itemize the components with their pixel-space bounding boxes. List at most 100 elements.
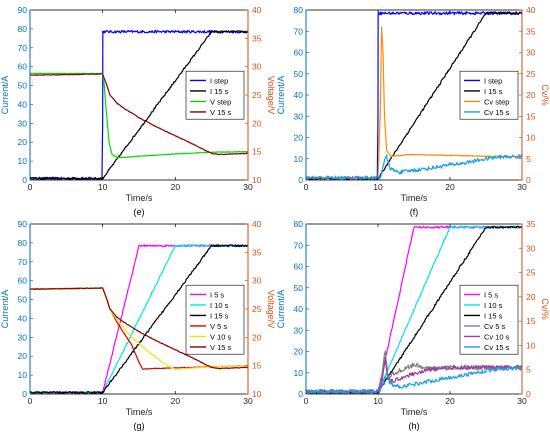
y-left-tick-label: 30 (294, 325, 304, 335)
legend-entry-label: V 5 s (210, 322, 227, 331)
y-right-tick-label: 5 (526, 365, 531, 375)
x-tick-label: 10 (373, 396, 383, 406)
y-left-tick-label: 10 (18, 370, 28, 380)
y-right-axis-title: Voltage/V (266, 76, 276, 115)
y-left-tick-label: 80 (294, 5, 304, 15)
x-axis-title: Time/s (401, 407, 428, 417)
legend-entry-label: I step (484, 76, 502, 85)
y-right-tick-label: 10 (526, 133, 536, 143)
legend-entry-label: I 15 s (484, 311, 503, 320)
y-left-tick-label: 60 (18, 62, 28, 72)
y-right-axis-title: Cv/% (540, 298, 550, 320)
y-left-tick-label: 70 (294, 240, 304, 250)
y-left-tick-label: 40 (294, 90, 304, 100)
y-right-tick-label: 25 (252, 304, 262, 314)
y-left-tick-label: 30 (18, 118, 28, 128)
y-right-tick-label: 15 (526, 316, 536, 326)
y-left-axis-title: Current/A (276, 290, 286, 329)
y-right-tick-label: 25 (526, 268, 536, 278)
y-right-tick-label: 15 (252, 361, 262, 371)
legend-entry-label: I step (210, 76, 228, 85)
y-left-tick-label: 20 (294, 133, 304, 143)
y-right-tick-label: 20 (252, 332, 262, 342)
series-line (306, 365, 522, 394)
x-tick-label: 30 (243, 396, 253, 406)
legend-box (185, 70, 245, 120)
series-line (306, 154, 522, 180)
y-right-tick-label: 30 (526, 48, 536, 58)
x-tick-label: 30 (517, 396, 527, 406)
x-tick-label: 10 (373, 182, 383, 192)
y-left-tick-label: 80 (18, 238, 28, 248)
y-right-tick-label: 5 (526, 154, 531, 164)
y-right-tick-label: 10 (252, 175, 262, 185)
chart-panel-1: 0 10 20 30 Time/s 0 10 20 30 40 50 60 70 80 Current/A 0… (276, 5, 550, 217)
y-right-tick-label: 40 (526, 5, 536, 15)
legend-entry-label: I 5 s (210, 290, 224, 299)
panel-label: (g) (134, 421, 145, 431)
y-left-tick-label: 0 (22, 175, 27, 185)
y-right-tick-label: 35 (526, 219, 536, 229)
y-left-tick-label: 10 (294, 154, 304, 164)
y-left-tick-label: 60 (294, 262, 304, 272)
y-right-tick-label: 40 (252, 219, 262, 229)
legend-entry-label: I 10 s (484, 301, 503, 310)
y-left-axis-title: Current/A (0, 290, 10, 329)
y-left-tick-label: 20 (18, 137, 28, 147)
y-right-tick-label: 0 (526, 389, 531, 399)
y-left-tick-label: 90 (18, 219, 28, 229)
y-right-tick-label: 35 (526, 26, 536, 36)
x-axis-title: Time/s (126, 193, 153, 203)
y-right-tick-label: 10 (526, 340, 536, 350)
y-left-tick-label: 40 (18, 313, 28, 323)
series-line (30, 287, 248, 370)
legend-entry-label: Cv 15 s (484, 343, 510, 352)
legend-entry-label: I 10 s (210, 301, 229, 310)
y-left-tick-label: 90 (18, 5, 28, 15)
y-right-axis-title: Voltage/V (266, 290, 276, 329)
y-left-tick-label: 0 (22, 389, 27, 399)
x-axis-title: Time/s (401, 193, 428, 203)
legend-entry-label: I 15 s (484, 87, 503, 96)
y-right-tick-label: 25 (252, 90, 262, 100)
y-left-tick-label: 70 (18, 257, 28, 267)
y-left-tick-label: 50 (294, 69, 304, 79)
y-left-tick-label: 30 (18, 332, 28, 342)
series-group (306, 11, 522, 180)
series-line (30, 73, 248, 156)
x-tick-label: 0 (28, 396, 33, 406)
legend-entry-label: I 5 s (484, 290, 498, 299)
x-tick-label: 20 (445, 396, 455, 406)
y-right-tick-label: 25 (526, 69, 536, 79)
series-line (30, 72, 248, 159)
y-left-axis-title: Current/A (276, 76, 286, 115)
y-right-tick-label: 0 (526, 175, 531, 185)
chart-panel-2: 0 10 20 30 Time/s 0 10 20 30 40 50 60 70 80 90 Current/… (0, 219, 276, 431)
y-left-tick-label: 80 (18, 24, 28, 34)
y-left-tick-label: 10 (18, 156, 28, 166)
y-right-tick-label: 40 (252, 5, 262, 15)
y-left-tick-label: 70 (294, 26, 304, 36)
y-left-tick-label: 0 (298, 389, 303, 399)
legend: I step I 15 sV step V 15 s (185, 70, 245, 120)
series-line (306, 350, 522, 394)
y-left-tick-label: 20 (18, 351, 28, 361)
x-tick-label: 20 (171, 396, 181, 406)
panel-label: (h) (409, 421, 420, 431)
legend-entry-label: Cv 5 s (484, 322, 506, 331)
x-tick-label: 10 (98, 396, 108, 406)
x-tick-label: 0 (28, 182, 33, 192)
chart-panel-0: 0 10 20 30 Time/s 0 10 20 30 40 50 60 70 80 90 Current/… (0, 5, 276, 217)
y-left-tick-label: 50 (18, 81, 28, 91)
y-right-tick-label: 20 (252, 118, 262, 128)
legend-entry-label: V step (210, 97, 231, 106)
x-tick-label: 10 (98, 182, 108, 192)
y-left-tick-label: 0 (298, 175, 303, 185)
y-left-tick-label: 50 (294, 283, 304, 293)
series-group (30, 244, 248, 394)
legend-entry-label: Cv step (484, 97, 509, 106)
y-right-tick-label: 30 (252, 62, 262, 72)
legend-box (459, 70, 519, 120)
x-tick-label: 30 (517, 182, 527, 192)
